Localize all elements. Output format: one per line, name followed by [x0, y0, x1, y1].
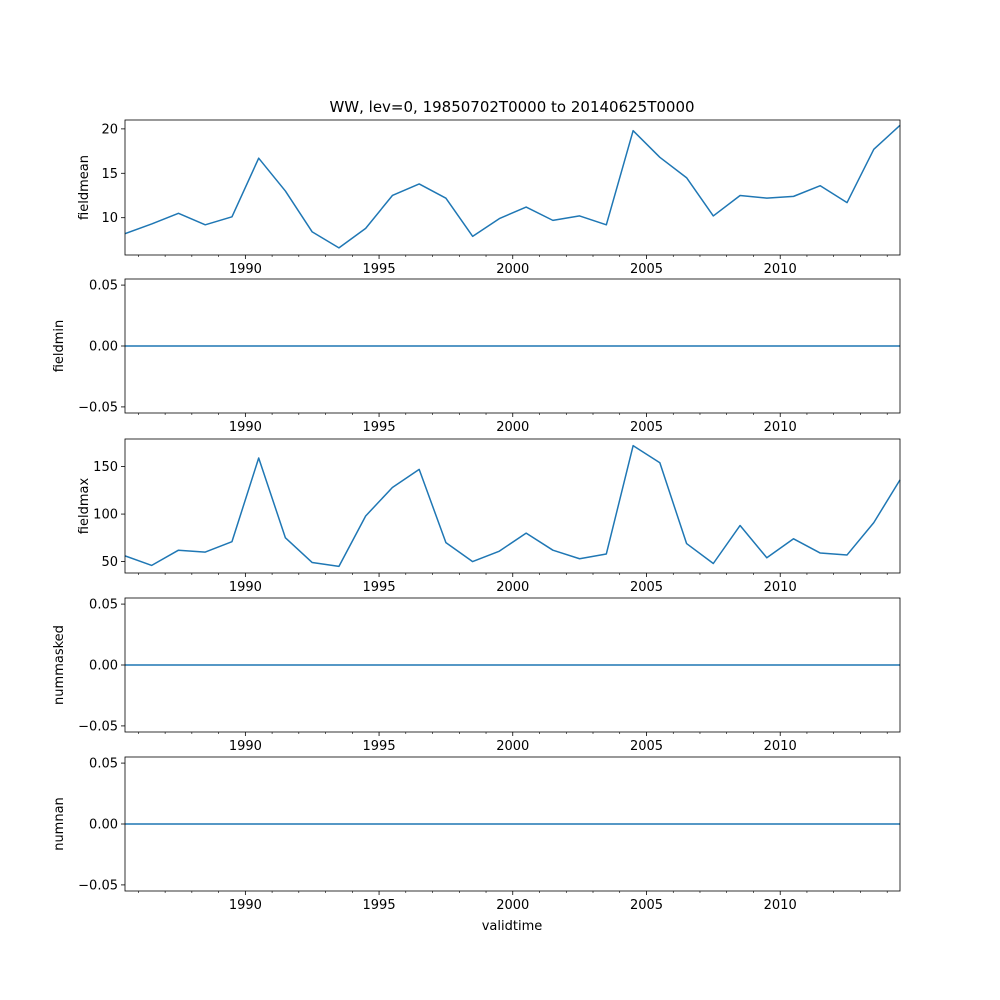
y-tick-label: 50 — [101, 555, 118, 570]
series-line-fieldmax — [124, 444, 901, 568]
x-tick-label: 1995 — [363, 262, 396, 277]
y-axis-label: fieldmin — [52, 320, 67, 373]
y-axis-label: fieldmax — [77, 478, 92, 535]
y-tick-label: 15 — [101, 167, 118, 182]
x-tick-label: 2000 — [496, 898, 529, 913]
y-tick-label: −0.05 — [78, 400, 118, 415]
x-tick-label: 2010 — [764, 262, 797, 277]
y-tick-label: 0.00 — [89, 818, 118, 833]
x-axis-label: validtime — [482, 919, 543, 934]
series-line-fieldmean — [124, 124, 901, 249]
y-tick-label: −0.05 — [78, 878, 118, 893]
x-tick-label: 2005 — [630, 420, 663, 435]
x-tick-label: 2010 — [764, 898, 797, 913]
x-tick-label: 1990 — [229, 898, 262, 913]
y-axis-label: fieldmean — [77, 155, 92, 220]
x-tick-label: 1995 — [363, 420, 396, 435]
y-tick-label: 0.00 — [89, 340, 118, 355]
x-tick-label: 2000 — [496, 262, 529, 277]
x-tick-label: 2000 — [496, 420, 529, 435]
x-tick-label: 2005 — [630, 739, 663, 754]
x-tick-label: 2000 — [496, 580, 529, 595]
y-tick-label: 100 — [93, 508, 118, 523]
y-tick-label: 150 — [93, 460, 118, 475]
y-tick-label: −0.05 — [78, 719, 118, 734]
y-tick-label: 20 — [101, 122, 118, 137]
y-tick-label: 0.05 — [89, 279, 118, 294]
subplot-nummasked: −0.05 0.00 0.05 nummasked 1990 1995 2000 2005 20… — [52, 598, 901, 754]
y-tick-label: 0.00 — [89, 659, 118, 674]
x-tick-label: 1995 — [363, 580, 396, 595]
subplot-numnan: −0.05 0.00 0.05 numnan 1990 1995 2000 2005 2010 — [52, 757, 901, 913]
x-tick-label: 2000 — [496, 739, 529, 754]
x-tick-label: 1995 — [363, 739, 396, 754]
x-tick-label: 1990 — [229, 739, 262, 754]
x-tick-label: 2005 — [630, 262, 663, 277]
y-tick-label: 0.05 — [89, 598, 118, 613]
x-tick-label: 2010 — [764, 739, 797, 754]
x-tick-label: 2005 — [630, 898, 663, 913]
y-axis-label: nummasked — [52, 625, 67, 705]
x-tick-label: 2005 — [630, 580, 663, 595]
x-tick-label: 1990 — [229, 580, 262, 595]
x-tick-label: 1995 — [363, 898, 396, 913]
x-tick-label: 1990 — [229, 420, 262, 435]
x-tick-label: 2010 — [764, 580, 797, 595]
y-tick-label: 0.05 — [89, 757, 118, 772]
x-tick-label: 2010 — [764, 420, 797, 435]
y-axis-label: numnan — [52, 797, 67, 851]
y-tick-label: 10 — [101, 211, 118, 226]
subplot-fieldmean: 10 15 20 fieldmean 1990 1995 2000 2005 2010 — [77, 119, 901, 277]
subplot-fieldmin: −0.05 0.00 0.05 fieldmin 1990 1995 2000 2005 201… — [52, 279, 901, 435]
x-tick-label: 1990 — [229, 262, 262, 277]
chart-title: WW, lev=0, 19850702T0000 to 20140625T000… — [329, 98, 694, 116]
